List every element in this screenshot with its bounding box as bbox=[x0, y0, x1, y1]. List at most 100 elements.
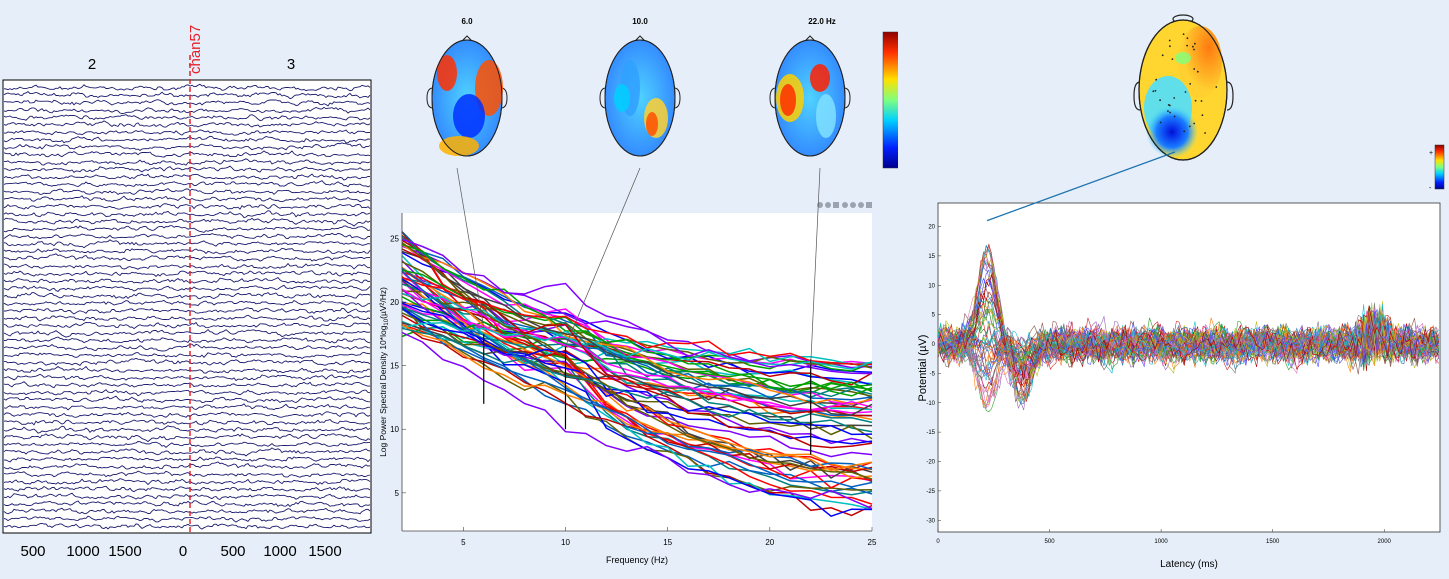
topo-map: 6.0 bbox=[426, 17, 508, 157]
eeg-x-tick-label: 0 bbox=[179, 543, 187, 560]
zoom-out-icon[interactable] bbox=[858, 202, 864, 208]
eeg-channel-trace bbox=[3, 217, 371, 227]
topo-region bbox=[453, 94, 485, 138]
topo-region bbox=[439, 136, 479, 156]
eeg-channel-trace bbox=[3, 343, 371, 352]
spectrum-line bbox=[401, 307, 873, 436]
eeg-channel-trace bbox=[3, 328, 371, 338]
topo-region bbox=[614, 84, 630, 112]
electrode-dot bbox=[1169, 45, 1171, 48]
eeg-channel-trace bbox=[3, 395, 371, 404]
eeg-plot-area bbox=[2, 79, 372, 534]
erp-y-tick-label: 0 bbox=[932, 342, 936, 348]
home-icon[interactable] bbox=[866, 202, 872, 208]
topo-region bbox=[810, 64, 830, 92]
eeg-channel-trace bbox=[4, 357, 371, 366]
spectra-y-tick-label: 10 bbox=[390, 425, 399, 434]
eeg-channel-trace bbox=[3, 142, 371, 151]
eeg-channel-trace bbox=[3, 321, 371, 330]
eeg-x-tick-label: 1000 bbox=[263, 543, 296, 560]
eeg-channel-trace bbox=[3, 135, 371, 144]
eeg-channel-trace bbox=[3, 262, 371, 270]
erp-x-label: Latency (ms) bbox=[1160, 559, 1218, 570]
topo-frequency-label: 6.0 bbox=[461, 17, 473, 26]
right-ear-outline bbox=[1226, 81, 1234, 111]
erp-channel-trace bbox=[937, 315, 1439, 368]
erp-channel-trace bbox=[937, 313, 1439, 366]
eeg-channel-trace bbox=[3, 299, 371, 307]
data-cursor-icon[interactable] bbox=[833, 202, 839, 208]
erp-channel-trace bbox=[937, 291, 1439, 381]
eeg-channel-trace bbox=[3, 507, 371, 515]
ear-outline bbox=[500, 87, 508, 109]
electrode-dot bbox=[1193, 122, 1196, 125]
eeg-channel-trace bbox=[3, 106, 371, 114]
erp-colorbar bbox=[1434, 144, 1445, 190]
topo-connectors bbox=[456, 167, 821, 455]
electrode-dots bbox=[1152, 33, 1218, 134]
electrode-dot bbox=[1183, 130, 1186, 133]
erp-y-tick-label: -15 bbox=[926, 430, 935, 436]
eeg-channel-trace bbox=[3, 239, 371, 249]
eeg-channel-trace bbox=[3, 336, 371, 344]
spectra-x-tick-label: 15 bbox=[663, 538, 672, 547]
spectrum-line bbox=[401, 327, 873, 424]
erp-x-tick-label: 1000 bbox=[1154, 539, 1168, 545]
electrode-dot bbox=[1194, 42, 1196, 45]
erp-y-tick-label: -10 bbox=[926, 401, 935, 407]
head-outline-top bbox=[604, 39, 676, 157]
eeg-x-tick-label: 500 bbox=[20, 543, 45, 560]
spectra-x-tick-label: 5 bbox=[461, 538, 466, 547]
electrode-dot bbox=[1170, 130, 1173, 133]
electrode-dot bbox=[1184, 91, 1187, 93]
spectrum-line bbox=[401, 241, 873, 480]
eeg-channel-trace bbox=[3, 210, 371, 219]
eeg-channel-trace bbox=[3, 433, 371, 443]
eeg-channel-trace bbox=[3, 277, 371, 285]
eeg-channel-trace bbox=[3, 470, 371, 478]
eeg-channel-trace bbox=[3, 129, 371, 136]
erp-chart: + - 0 500 1000 1500 2000 20 15 10 5 0 -5 -10 -15 -20… bbox=[917, 14, 1445, 570]
electrode-dot bbox=[1167, 110, 1169, 112]
eeg-channel-trace bbox=[3, 247, 371, 255]
electrode-dot bbox=[1186, 37, 1189, 40]
eeg-channel-trace bbox=[3, 425, 371, 434]
topo-connector-line bbox=[810, 167, 821, 366]
spectra-y-label: Log Power Spectral Density 10*log10(µV²/… bbox=[378, 287, 390, 457]
erp-channel-trace bbox=[937, 297, 1439, 375]
eeg-x-tick-label: 1500 bbox=[108, 543, 141, 560]
spectrum-line bbox=[401, 267, 873, 401]
erp-channel-trace bbox=[937, 310, 1439, 375]
topo-connector-line bbox=[456, 167, 485, 328]
hand-icon[interactable] bbox=[842, 202, 848, 208]
spectrum-line bbox=[401, 276, 873, 366]
zoom-in-icon[interactable] bbox=[850, 202, 856, 208]
spectra-y-ticks: 5 10 15 20 25 bbox=[390, 234, 406, 498]
eeg-channel-trace bbox=[3, 411, 371, 418]
eeg-channel-trace bbox=[3, 253, 370, 262]
figure-toolbar[interactable] bbox=[817, 202, 872, 208]
spectrum-line bbox=[401, 255, 873, 510]
ear-outline bbox=[673, 87, 681, 109]
eeg-channel-trace bbox=[4, 307, 371, 315]
erp-y-tick-label: 10 bbox=[928, 283, 935, 289]
spectrum-line bbox=[401, 305, 873, 495]
erp-y-tick-label: -20 bbox=[926, 460, 935, 466]
head-outline-top bbox=[1138, 19, 1228, 161]
spectrum-line bbox=[401, 278, 873, 518]
eeg-channel-trace bbox=[3, 365, 371, 374]
erp-x-ticks: 0 500 1000 1500 2000 bbox=[936, 529, 1392, 545]
erp-panel: + - 0 500 1000 1500 2000 20 15 10 5 0 -5 -10 -15 -20… bbox=[900, 0, 1449, 574]
erp-x-tick-label: 500 bbox=[1045, 539, 1056, 545]
spectrum-line bbox=[401, 308, 873, 470]
eeg-channel-trace bbox=[3, 447, 371, 457]
electrode-dot bbox=[1155, 78, 1158, 81]
ear-outline bbox=[599, 87, 607, 109]
ear-outline bbox=[769, 87, 777, 109]
spectrum-line bbox=[401, 243, 873, 393]
topo-region bbox=[816, 94, 836, 138]
erp-channel-trace bbox=[937, 317, 1439, 370]
spectra-x-label: Frequency (Hz) bbox=[606, 555, 668, 565]
rotate-icon[interactable] bbox=[825, 202, 831, 208]
spectra-x-tick-label: 25 bbox=[868, 538, 877, 547]
